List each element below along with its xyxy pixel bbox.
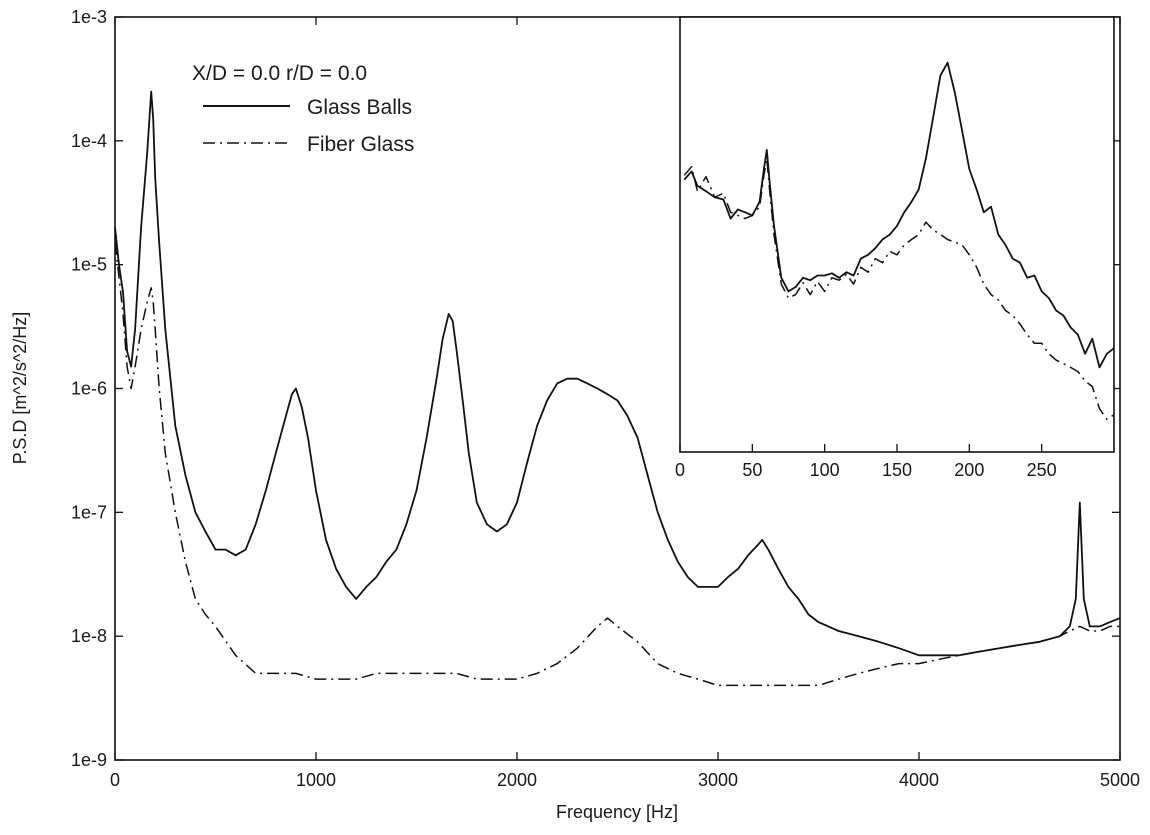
inset-x-tick-label: 200 [954, 460, 984, 480]
inset-series-layer [683, 61, 1115, 421]
inset-plot-frame [679, 16, 1115, 453]
inset-x-tick-label: 50 [742, 460, 762, 480]
main-x-tick-label: 5000 [1100, 770, 1140, 790]
main-x-tick-label: 1000 [296, 770, 336, 790]
main-x-tick-label: 2000 [497, 770, 537, 790]
main-series-line-fiber-glass [114, 242, 1120, 687]
inset-x-tick-label: 0 [675, 460, 685, 480]
inset-axis-layer: 0 50 100 150 200 250 [675, 444, 1057, 480]
main-x-tick-label: 4000 [899, 770, 939, 790]
legend-label-fiber-glass: Fiber Glass [307, 133, 414, 156]
y-axis-label: P.S.D [m^2/s^2/Hz] [10, 312, 30, 465]
main-y-tick-label: 1e-5 [71, 255, 107, 275]
inset-plot-panel: 0 50 100 150 200 250 [675, 16, 1115, 480]
inset-x-tick-label: 250 [1027, 460, 1057, 480]
x-axis-label: Frequency [Hz] [556, 802, 678, 822]
main-series-layer [114, 90, 1121, 687]
main-plot-panel: 0 1000 2000 3000 4000 50001e-91e-81e-71e-61e-… [10, 7, 1140, 822]
legend: X/D = 0.0 r/D = 0.0 Glass Balls Fiber Gl… [192, 62, 414, 156]
inset-series-line-fiber-glass [683, 157, 1115, 421]
main-series-line-glass-balls [114, 90, 1121, 657]
main-y-tick-label: 1e-3 [71, 7, 107, 27]
main-x-tick-label: 0 [110, 770, 120, 790]
main-y-tick-label: 1e-6 [71, 379, 107, 399]
main-y-tick-label: 1e-7 [71, 502, 107, 522]
main-y-tick-label: 1e-8 [71, 626, 107, 646]
inset-x-tick-label: 150 [882, 460, 912, 480]
main-axis-layer: 0 1000 2000 3000 4000 50001e-91e-81e-71e-61e-… [71, 7, 1140, 790]
main-y-tick-label: 1e-4 [71, 131, 107, 151]
main-x-tick-label: 3000 [698, 770, 738, 790]
inset-x-tick-label: 100 [810, 460, 840, 480]
legend-label-glass-balls: Glass Balls [307, 96, 412, 119]
legend-title: X/D = 0.0 r/D = 0.0 [192, 62, 367, 85]
main-y-tick-label: 1e-9 [71, 750, 107, 770]
